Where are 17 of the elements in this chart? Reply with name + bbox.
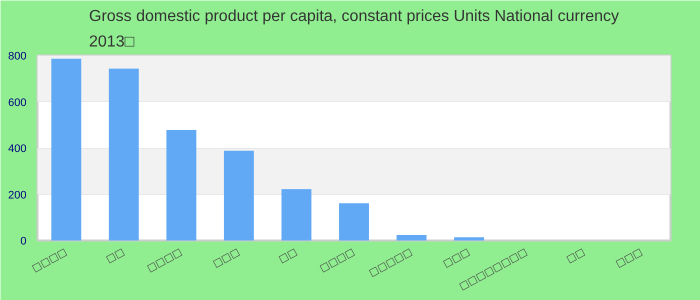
x-tick-label: □□ (104, 246, 126, 266)
y-tick-label: 800 (8, 50, 27, 62)
y-tick-label: 200 (8, 189, 27, 202)
x-tick-label: □□ (277, 246, 300, 266)
x-tick-label: □□ (564, 246, 587, 266)
bar (281, 189, 312, 240)
bar (339, 203, 369, 240)
y-tick-label: 600 (8, 96, 27, 109)
y-tick-label: 0 (20, 236, 27, 248)
bar (166, 130, 196, 240)
bar (396, 234, 427, 240)
bar (454, 237, 484, 240)
bar (51, 58, 82, 240)
chart-title: Gross domestic product per capita, constant prices Units National currency 2013□ (88, 8, 620, 50)
bar (108, 68, 139, 240)
bar (224, 150, 254, 240)
y-tick-label: 400 (8, 143, 27, 155)
